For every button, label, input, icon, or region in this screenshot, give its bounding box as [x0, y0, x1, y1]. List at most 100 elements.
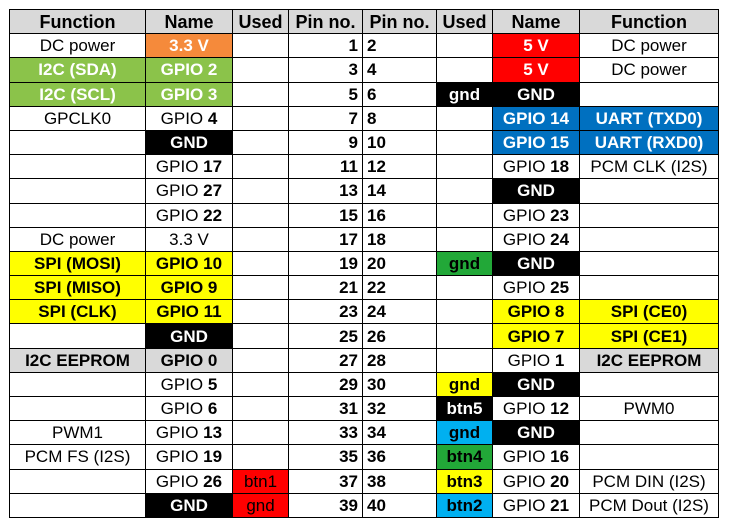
- table-row: GND gnd 39 40 btn2 GPIO 21 PCM Dout (I2S): [9, 492, 719, 518]
- right-used-cell: [436, 33, 493, 59]
- left-pin-number: 1: [288, 33, 363, 59]
- left-name-cell: GPIO 13: [145, 420, 233, 446]
- left-name-cell: GPIO 9: [145, 275, 233, 301]
- left-function-cell: [9, 371, 146, 398]
- left-used-cell: [232, 129, 289, 156]
- right-function-cell: UART (TXD0): [579, 105, 719, 131]
- left-function-cell: [9, 323, 146, 349]
- right-function-cell: I2C EEPROM: [579, 347, 719, 373]
- right-name-cell: GND: [492, 178, 580, 204]
- table-row: GPIO 22 15 16 GPIO 23: [9, 202, 719, 228]
- right-used-cell: gnd: [436, 250, 493, 277]
- right-pin-number: 2: [362, 33, 437, 59]
- left-used-cell: [232, 226, 289, 252]
- left-pin-number: 27: [288, 347, 363, 373]
- left-function-cell: I2C EEPROM: [9, 347, 146, 373]
- right-function-cell: UART (RXD0): [579, 129, 719, 156]
- right-used-cell: btn4: [436, 444, 493, 470]
- left-name-cell: GPIO 5: [145, 371, 233, 398]
- left-pin-number: 37: [288, 468, 363, 494]
- header-left-function: Function: [9, 8, 146, 35]
- left-name-cell: GPIO 19: [145, 444, 233, 470]
- right-used-cell: gnd: [436, 81, 493, 107]
- table-row: I2C EEPROM GPIO 0 27 28 GPIO 1 I2C EEPROM: [9, 347, 719, 373]
- left-pin-number: 5: [288, 81, 363, 107]
- left-function-cell: SPI (MISO): [9, 275, 146, 301]
- left-name-cell: GPIO 3: [145, 81, 233, 107]
- right-used-cell: [436, 347, 493, 373]
- right-name-cell: GND: [492, 81, 580, 107]
- right-pin-number: 38: [362, 468, 437, 494]
- left-pin-number: 19: [288, 250, 363, 277]
- left-function-cell: PWM1: [9, 420, 146, 446]
- left-function-cell: [9, 468, 146, 494]
- left-function-cell: [9, 129, 146, 156]
- table-row: PCM FS (I2S) GPIO 19 35 36 btn4 GPIO 16: [9, 444, 719, 470]
- right-name-cell: GPIO 25: [492, 275, 580, 301]
- right-name-cell: GND: [492, 420, 580, 446]
- right-pin-number: 6: [362, 81, 437, 107]
- header-right-function: Function: [579, 8, 719, 35]
- right-function-cell: [579, 444, 719, 470]
- left-pin-number: 23: [288, 299, 363, 325]
- left-name-cell: GPIO 6: [145, 395, 233, 422]
- right-name-cell: GPIO 12: [492, 395, 580, 422]
- right-name-cell: GPIO 18: [492, 154, 580, 180]
- right-function-cell: PCM DIN (I2S): [579, 468, 719, 494]
- right-pin-number: 28: [362, 347, 437, 373]
- right-name-cell: GPIO 20: [492, 468, 580, 494]
- left-used-cell: [232, 275, 289, 301]
- left-name-cell: 3.3 V: [145, 226, 233, 252]
- left-function-cell: I2C (SCL): [9, 81, 146, 107]
- left-function-cell: [9, 154, 146, 180]
- left-name-cell: GPIO 2: [145, 57, 233, 83]
- right-used-cell: [436, 275, 493, 301]
- header-left-used: Used: [232, 8, 289, 35]
- left-function-cell: [9, 178, 146, 204]
- right-name-cell: 5 V: [492, 33, 580, 59]
- left-pin-number: 35: [288, 444, 363, 470]
- left-pin-number: 15: [288, 202, 363, 228]
- table-row: GPIO 5 29 30 gnd GND: [9, 371, 719, 398]
- right-name-cell: GND: [492, 371, 580, 398]
- left-pin-number: 29: [288, 371, 363, 398]
- table-row: GND 25 26 GPIO 7 SPI (CE1): [9, 323, 719, 349]
- left-pin-number: 9: [288, 129, 363, 156]
- right-used-cell: gnd: [436, 420, 493, 446]
- right-used-cell: [436, 57, 493, 83]
- right-pin-number: 20: [362, 250, 437, 277]
- left-pin-number: 21: [288, 275, 363, 301]
- left-used-cell: [232, 33, 289, 59]
- left-used-cell: gnd: [232, 492, 289, 518]
- right-used-cell: [436, 154, 493, 180]
- right-function-cell: [579, 226, 719, 252]
- right-pin-number: 10: [362, 129, 437, 156]
- right-function-cell: DC power: [579, 57, 719, 83]
- right-pin-number: 18: [362, 226, 437, 252]
- left-used-cell: [232, 395, 289, 422]
- left-pin-number: 7: [288, 105, 363, 131]
- right-name-cell: GPIO 24: [492, 226, 580, 252]
- right-used-cell: [436, 226, 493, 252]
- right-pin-number: 4: [362, 57, 437, 83]
- table-row: SPI (MOSI) GPIO 10 19 20 gnd GND: [9, 250, 719, 277]
- right-pin-number: 24: [362, 299, 437, 325]
- right-used-cell: [436, 299, 493, 325]
- right-function-cell: SPI (CE0): [579, 299, 719, 325]
- right-used-cell: [436, 178, 493, 204]
- table-row: GPIO 17 11 12 GPIO 18 PCM CLK (I2S): [9, 154, 719, 180]
- right-name-cell: GND: [492, 250, 580, 277]
- left-name-cell: GPIO 4: [145, 105, 233, 131]
- left-used-cell: [232, 347, 289, 373]
- left-used-cell: [232, 154, 289, 180]
- right-used-cell: btn3: [436, 468, 493, 494]
- left-pin-number: 3: [288, 57, 363, 83]
- right-name-cell: 5 V: [492, 57, 580, 83]
- right-pin-number: 32: [362, 395, 437, 422]
- left-function-cell: DC power: [9, 33, 146, 59]
- right-used-cell: btn5: [436, 395, 493, 422]
- right-pin-number: 22: [362, 275, 437, 301]
- right-function-cell: PCM Dout (I2S): [579, 492, 719, 518]
